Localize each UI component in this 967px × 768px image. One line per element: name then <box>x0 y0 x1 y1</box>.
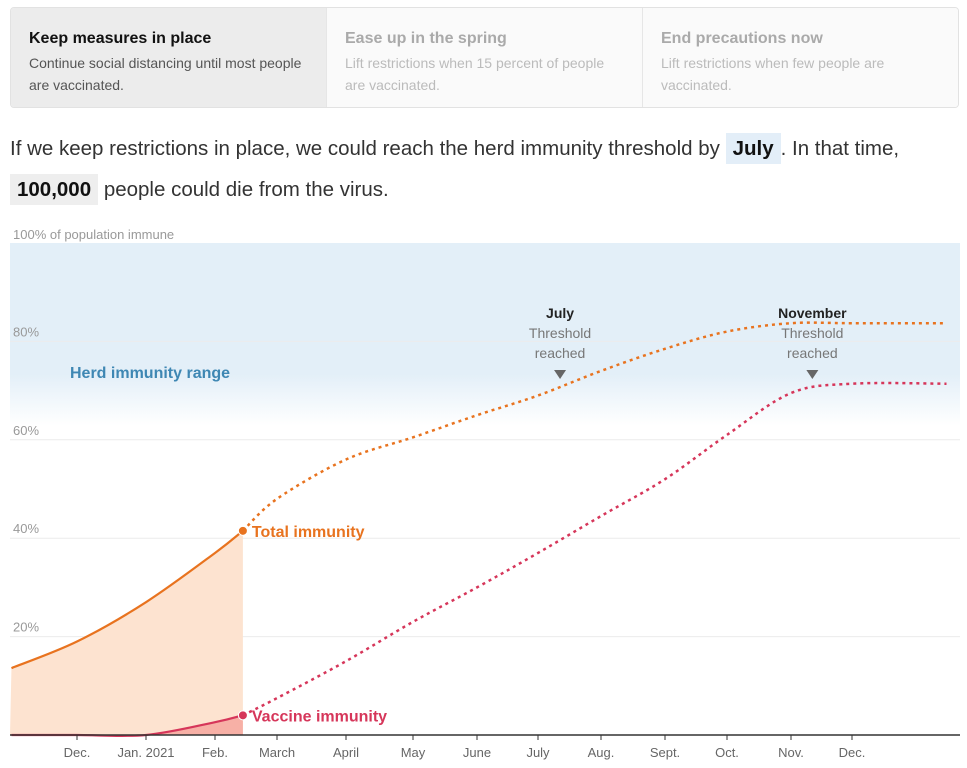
y-tick-label: 80% <box>13 324 39 339</box>
label-total-immunity: Total immunity <box>252 524 365 541</box>
tab-keep-measures[interactable]: Keep measures in place Continue social d… <box>11 8 327 107</box>
x-tick-label: Oct. <box>715 745 739 760</box>
x-tick-label: Aug. <box>588 745 615 760</box>
tab-ease-up-spring[interactable]: Ease up in the spring Lift restrictions … <box>327 8 643 107</box>
y-tick-label: 20% <box>13 620 39 635</box>
annotation-text: reached <box>535 345 586 361</box>
y-axis-label: 100% of population immune <box>13 227 174 242</box>
line-total-immunity-actual <box>11 529 244 670</box>
x-tick-label: Nov. <box>778 745 804 760</box>
x-tick-label: Dec. <box>64 745 91 760</box>
summary-part3: people could die from the virus. <box>103 178 389 201</box>
point-total-immunity <box>237 525 248 536</box>
threshold-month-highlight: July <box>725 133 781 164</box>
line-total-immunity-projected <box>242 321 947 532</box>
triangle-down-icon <box>554 370 567 379</box>
tab-description: Lift restrictions when 15 percent of peo… <box>345 55 605 93</box>
tab-end-precautions[interactable]: End precautions now Lift restrictions wh… <box>643 8 958 107</box>
annotation-text: reached <box>787 345 838 361</box>
x-tick-label: Sept. <box>650 745 680 760</box>
x-tick-label: March <box>259 745 295 760</box>
herd-immunity-band <box>10 243 960 426</box>
summary-text: If we keep restrictions in place, we cou… <box>10 128 960 210</box>
annotation-month: November <box>778 305 847 321</box>
tab-description: Continue social distancing until most pe… <box>29 55 302 93</box>
line-vaccine-immunity-projected <box>242 381 947 717</box>
area-total-immunity <box>10 530 243 735</box>
tab-title: Ease up in the spring <box>345 30 507 47</box>
x-tick-label: May <box>401 745 426 760</box>
label-vaccine-immunity: Vaccine immunity <box>252 708 387 725</box>
scenario-tabs: Keep measures in place Continue social d… <box>10 7 959 108</box>
herd-immunity-range-label: Herd immunity range <box>70 365 230 382</box>
triangle-down-icon <box>806 370 819 379</box>
annotation-text: Threshold <box>529 325 591 341</box>
area-vaccine-immunity <box>10 715 243 736</box>
annotation-month: July <box>546 305 574 321</box>
point-vaccine-immunity <box>237 710 248 721</box>
x-tick-label: July <box>526 745 550 760</box>
tab-description: Lift restrictions when few people are va… <box>661 55 885 93</box>
x-tick-label: June <box>463 745 491 760</box>
tab-title: Keep measures in place <box>29 30 212 47</box>
x-tick-label: April <box>333 745 359 760</box>
x-tick-label: Jan. 2021 <box>117 745 174 760</box>
x-tick-label: Dec. <box>839 745 866 760</box>
summary-part1: If we keep restrictions in place, we cou… <box>10 137 720 160</box>
x-tick-label: Feb. <box>202 745 228 760</box>
tab-title: End precautions now <box>661 30 823 47</box>
deaths-highlight: 100,000 <box>10 174 99 205</box>
y-tick-label: 60% <box>13 423 39 438</box>
y-tick-label: 40% <box>13 521 39 536</box>
summary-part2: . In that time, <box>780 137 900 160</box>
annotation-text: Threshold <box>781 325 843 341</box>
